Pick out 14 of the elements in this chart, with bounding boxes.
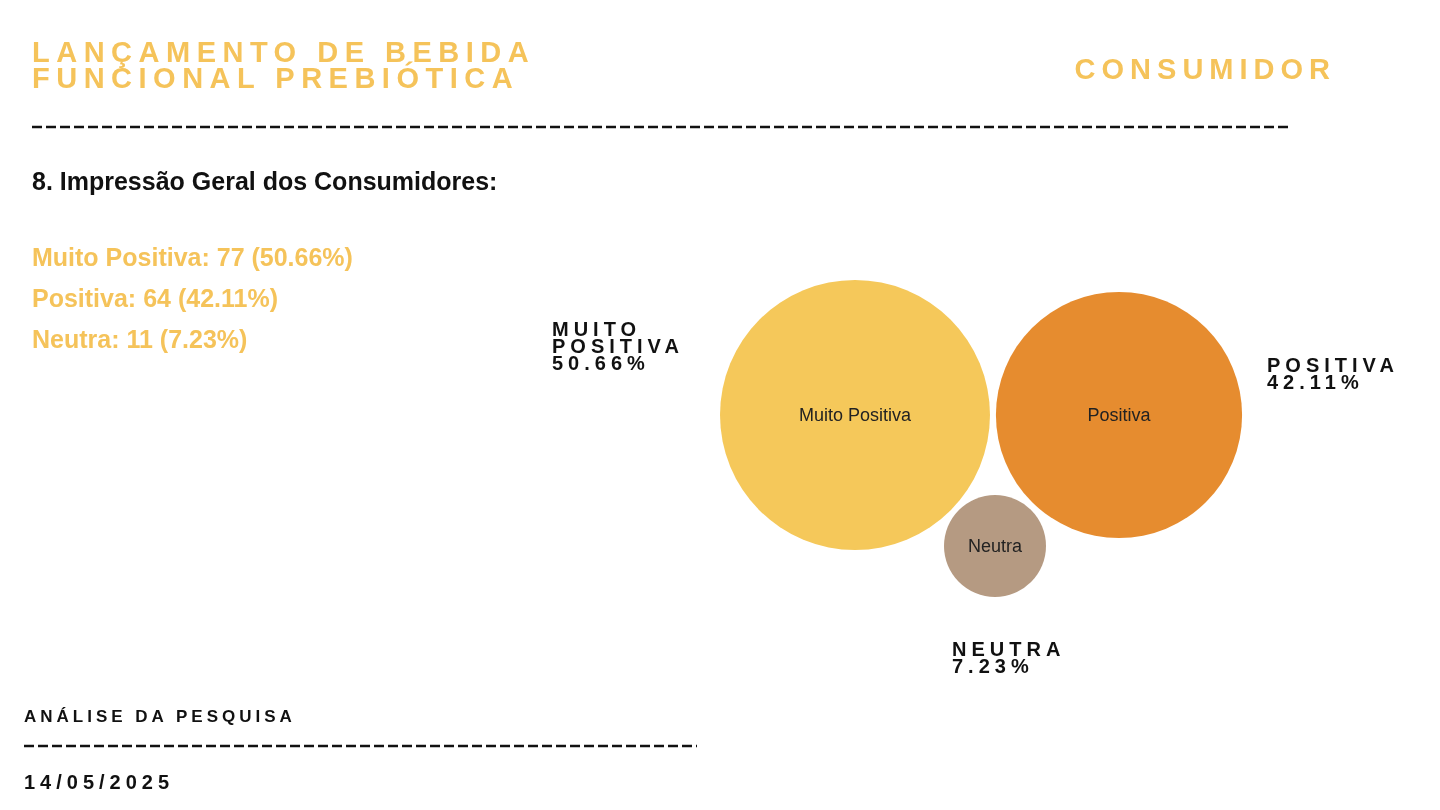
text: 14/05/2025 bbox=[24, 771, 175, 793]
data-label: POSITIVA 42.11% bbox=[1267, 354, 1399, 393]
text: Neutra: 11 (7.23%) bbox=[32, 325, 248, 353]
text: 8. Impressão Geral dos Consumidores: bbox=[32, 167, 498, 195]
text: CONSUMIDOR bbox=[1074, 53, 1336, 85]
text: ANÁLISE DA PESQUISA bbox=[24, 707, 296, 726]
category-label: Neutra bbox=[967, 536, 1023, 556]
category-label: Positiva bbox=[1087, 405, 1152, 425]
data-label: MUITO POSITIVA 50.66% bbox=[552, 318, 684, 374]
text: Positiva: 64 (42.11%) bbox=[32, 284, 278, 312]
text: LANÇAMENTO DE BEBIDA FUNCIONAL PREBIÓTICA bbox=[32, 36, 536, 94]
category-label: Muito Positiva bbox=[798, 405, 913, 425]
data-label: NEUTRA 7.23% bbox=[952, 638, 1066, 677]
text: Muito Positiva: 77 (50.66%) bbox=[32, 243, 353, 271]
